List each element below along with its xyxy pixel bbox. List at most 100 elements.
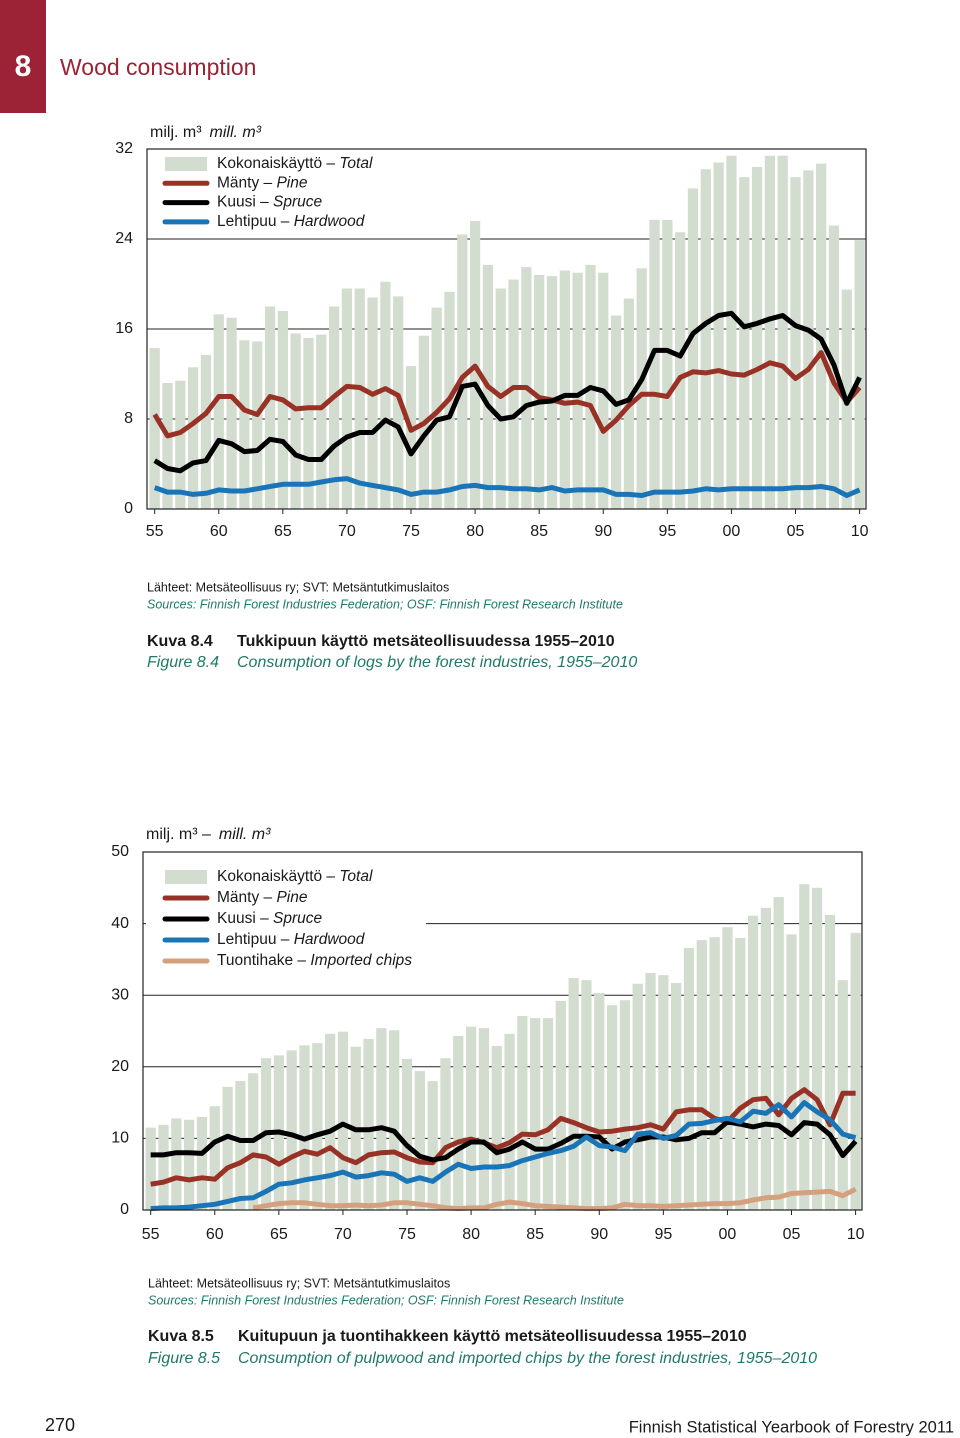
bar bbox=[264, 306, 276, 509]
bar bbox=[773, 897, 784, 1210]
x-tick-label: 70 bbox=[338, 523, 356, 540]
bar bbox=[491, 1046, 502, 1210]
figure-title-en: Consumption of logs by the forest indust… bbox=[237, 654, 637, 671]
bar bbox=[286, 1050, 297, 1210]
bar bbox=[645, 973, 656, 1210]
chapter-number: 8 bbox=[15, 50, 32, 83]
bar bbox=[376, 1028, 387, 1210]
bar bbox=[393, 296, 404, 509]
y-tick-label: 24 bbox=[115, 230, 133, 247]
x-tick-label: 70 bbox=[334, 1226, 352, 1243]
bar bbox=[709, 937, 720, 1210]
bar bbox=[324, 1033, 336, 1210]
bar bbox=[478, 1028, 490, 1210]
bar bbox=[222, 1086, 233, 1210]
x-tick-label: 95 bbox=[654, 1226, 672, 1243]
bar bbox=[542, 1018, 554, 1210]
y-axis-label: milj. m³ – bbox=[146, 826, 211, 843]
publication: Finnish Statistical Yearbook of Forestry… bbox=[629, 1418, 954, 1436]
x-tick-label: 05 bbox=[787, 523, 805, 540]
bar bbox=[226, 317, 237, 509]
bar bbox=[405, 366, 417, 509]
x-tick-label: 00 bbox=[719, 1226, 737, 1243]
bar bbox=[341, 288, 353, 509]
bar bbox=[713, 162, 724, 509]
legend-label: Kokonaiskäyttö – Total bbox=[217, 868, 373, 885]
bar bbox=[175, 380, 186, 509]
bar bbox=[312, 1043, 323, 1210]
bar bbox=[337, 1031, 349, 1210]
bar bbox=[606, 1005, 618, 1210]
x-tick-label: 55 bbox=[146, 523, 164, 540]
bar bbox=[389, 1030, 400, 1210]
bar bbox=[235, 1081, 246, 1210]
y-tick-label: 0 bbox=[124, 500, 133, 517]
bar bbox=[683, 947, 695, 1210]
y-tick-label: 40 bbox=[111, 915, 129, 932]
bar bbox=[572, 272, 583, 509]
bar bbox=[739, 177, 750, 509]
bar bbox=[726, 155, 737, 509]
y-tick-label: 20 bbox=[111, 1058, 129, 1075]
bar bbox=[171, 1118, 182, 1210]
bar bbox=[812, 887, 823, 1210]
legend-swatch bbox=[165, 157, 207, 171]
legend-label: Kokonaiskäyttö – Total bbox=[217, 155, 373, 172]
x-tick-label: 90 bbox=[590, 1226, 608, 1243]
legend-swatch bbox=[165, 870, 207, 884]
bar bbox=[764, 155, 776, 509]
bar bbox=[427, 1081, 438, 1210]
bar bbox=[239, 340, 250, 509]
figure-label-fi: Kuva 8.4 bbox=[147, 633, 213, 650]
x-tick-label: 65 bbox=[274, 523, 292, 540]
figure-title-en: Consumption of pulpwood and imported chi… bbox=[238, 1350, 817, 1367]
x-tick-label: 60 bbox=[206, 1226, 224, 1243]
line-series bbox=[252, 1186, 857, 1212]
legend-label: Kuusi – Spruce bbox=[217, 194, 323, 211]
sources-fi: Lähteet: Metsäteollisuus ry; SVT: Metsän… bbox=[147, 580, 449, 594]
y-tick-label: 10 bbox=[111, 1130, 129, 1147]
y-tick-label: 32 bbox=[115, 140, 133, 157]
line-series bbox=[150, 1087, 856, 1187]
x-tick-label: 80 bbox=[462, 1226, 480, 1243]
bar bbox=[546, 276, 558, 509]
bar bbox=[530, 1018, 541, 1210]
bar bbox=[158, 1124, 169, 1210]
bar bbox=[568, 978, 579, 1210]
bar bbox=[440, 1058, 451, 1210]
bar bbox=[209, 1106, 220, 1210]
bar bbox=[149, 348, 160, 509]
sources-fi: Lähteet: Metsäteollisuus ry; SVT: Metsän… bbox=[148, 1276, 450, 1290]
legend-label: Kuusi – Spruce bbox=[217, 910, 323, 927]
bar bbox=[200, 354, 212, 509]
chapter-box bbox=[0, 0, 46, 113]
bar bbox=[760, 907, 772, 1210]
bar bbox=[508, 279, 519, 509]
chart: milj. m³ mill. m³ 0 8 16 24 32 55 60 65 70 75 80 85 90… bbox=[115, 124, 868, 540]
bar bbox=[380, 281, 391, 509]
figure-label-en: Figure 8.4 bbox=[147, 654, 219, 671]
figure-title-fi: Kuitupuun ja tuontihakkeen käyttö metsät… bbox=[238, 1328, 747, 1345]
legend-label: Mänty – Pine bbox=[217, 889, 308, 906]
x-tick-label: 90 bbox=[594, 523, 612, 540]
y-tick-label: 30 bbox=[111, 986, 129, 1003]
y-tick-label: 16 bbox=[115, 320, 133, 337]
bar bbox=[354, 288, 365, 509]
x-tick-label: 65 bbox=[270, 1226, 288, 1243]
bar bbox=[700, 169, 711, 509]
bar bbox=[619, 1000, 631, 1210]
bar bbox=[824, 915, 836, 1210]
bar bbox=[328, 306, 340, 509]
bar bbox=[675, 232, 686, 509]
bar bbox=[303, 338, 314, 509]
bar bbox=[196, 1116, 208, 1210]
legend-label: Mänty – Pine bbox=[217, 174, 308, 191]
plot-frame bbox=[142, 851, 863, 1211]
bar bbox=[722, 927, 733, 1210]
bar bbox=[803, 170, 814, 509]
sources-en: Sources: Finnish Forest Industries Feder… bbox=[148, 1293, 624, 1307]
figure-label-en: Figure 8.5 bbox=[148, 1350, 220, 1367]
bar bbox=[658, 975, 669, 1210]
y-tick-label: 0 bbox=[120, 1201, 129, 1218]
